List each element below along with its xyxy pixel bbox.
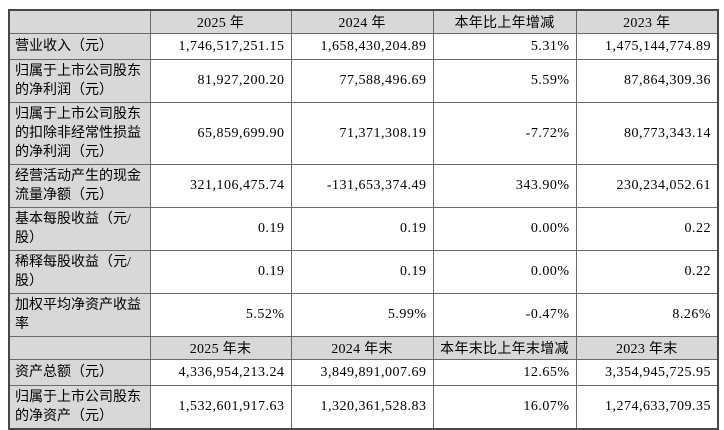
header-cell-yoy-change: 本年比上年增减: [432, 9, 577, 34]
cell-value-change: -0.47%: [432, 293, 577, 337]
table-row-diluted-eps: 稀释每股收益（元/股） 0.19 0.19 0.00% 0.22: [8, 250, 719, 294]
row-label: 资产总额（元）: [8, 359, 151, 386]
header-cell-2023-end: 2023 年末: [575, 336, 719, 360]
cell-value-2024: 77,588,496.69: [290, 59, 434, 103]
table-row-net-profit: 归属于上市公司股东的净利润（元） 81,927,200.20 77,588,49…: [8, 59, 719, 103]
cell-value-2025: 0.19: [149, 207, 292, 251]
cell-value-2023: 3,354,945,725.95: [575, 359, 719, 386]
table-row-net-assets: 归属于上市公司股东的净资产（元） 1,532,601,917.63 1,320,…: [8, 385, 719, 430]
cell-value-2025: 4,336,954,213.24: [149, 359, 292, 386]
header-cell-2024: 2024 年: [290, 9, 434, 34]
table-row-operating-revenue: 营业收入（元） 1,746,517,251.15 1,658,430,204.8…: [8, 33, 719, 60]
table-row-net-profit-excl-nonrecurring: 归属于上市公司股东的扣除非经常性损益的净利润（元） 65,859,699.90 …: [8, 102, 719, 165]
row-label: 营业收入（元）: [8, 33, 151, 60]
header-cell-2024-end: 2024 年末: [290, 336, 434, 360]
cell-value-2024: 0.19: [290, 250, 434, 294]
row-label: 归属于上市公司股东的净资产（元）: [8, 385, 151, 430]
cell-value-2023: 8.26%: [575, 293, 719, 337]
table-header-row-annual: 2025 年 2024 年 本年比上年增减 2023 年: [8, 9, 719, 34]
cell-value-2025: 5.52%: [149, 293, 292, 337]
header-cell-2023: 2023 年: [575, 9, 719, 34]
row-label: 稀释每股收益（元/股）: [8, 250, 151, 294]
cell-value-2023: 1,475,144,774.89: [575, 33, 719, 60]
financial-summary-table: 2025 年 2024 年 本年比上年增减 2023 年 营业收入（元） 1,7…: [8, 9, 719, 430]
header-cell-empty: [8, 336, 151, 360]
header-cell-yoy-end-change: 本年末比上年末增减: [432, 336, 577, 360]
cell-value-2024: 71,371,308.19: [290, 102, 434, 165]
table-row-weighted-avg-roe: 加权平均净资产收益率 5.52% 5.99% -0.47% 8.26%: [8, 293, 719, 337]
cell-value-2023: 0.22: [575, 207, 719, 251]
cell-value-2023: 230,234,052.61: [575, 164, 719, 208]
cell-value-2024: 5.99%: [290, 293, 434, 337]
cell-value-change: -7.72%: [432, 102, 577, 165]
cell-value-change: 343.90%: [432, 164, 577, 208]
row-label: 归属于上市公司股东的净利润（元）: [8, 59, 151, 103]
cell-value-2024: 1,658,430,204.89: [290, 33, 434, 60]
cell-value-2023: 1,274,633,709.35: [575, 385, 719, 430]
cell-value-2025: 65,859,699.90: [149, 102, 292, 165]
row-label: 基本每股收益（元/股）: [8, 207, 151, 251]
header-cell-2025: 2025 年: [149, 9, 292, 34]
table-header-row-period-end: 2025 年末 2024 年末 本年末比上年末增减 2023 年末: [8, 336, 719, 360]
table-row-operating-cash-flow: 经营活动产生的现金流量净额（元） 321,106,475.74 -131,653…: [8, 164, 719, 208]
header-cell-empty: [8, 9, 151, 34]
row-label: 加权平均净资产收益率: [8, 293, 151, 337]
cell-value-2023: 80,773,343.14: [575, 102, 719, 165]
cell-value-2025: 321,106,475.74: [149, 164, 292, 208]
cell-value-2024: -131,653,374.49: [290, 164, 434, 208]
row-label: 归属于上市公司股东的扣除非经常性损益的净利润（元）: [8, 102, 151, 165]
header-cell-2025-end: 2025 年末: [149, 336, 292, 360]
cell-value-change: 0.00%: [432, 207, 577, 251]
row-label: 经营活动产生的现金流量净额（元）: [8, 164, 151, 208]
cell-value-2025: 1,532,601,917.63: [149, 385, 292, 430]
cell-value-change: 0.00%: [432, 250, 577, 294]
cell-value-2025: 81,927,200.20: [149, 59, 292, 103]
cell-value-change: 12.65%: [432, 359, 577, 386]
cell-value-2024: 3,849,891,007.69: [290, 359, 434, 386]
table-row-basic-eps: 基本每股收益（元/股） 0.19 0.19 0.00% 0.22: [8, 207, 719, 251]
table-row-total-assets: 资产总额（元） 4,336,954,213.24 3,849,891,007.6…: [8, 359, 719, 386]
cell-value-change: 5.59%: [432, 59, 577, 103]
cell-value-2025: 1,746,517,251.15: [149, 33, 292, 60]
cell-value-2025: 0.19: [149, 250, 292, 294]
cell-value-change: 5.31%: [432, 33, 577, 60]
cell-value-2023: 87,864,309.36: [575, 59, 719, 103]
cell-value-2024: 0.19: [290, 207, 434, 251]
cell-value-change: 16.07%: [432, 385, 577, 430]
cell-value-2024: 1,320,361,528.83: [290, 385, 434, 430]
cell-value-2023: 0.22: [575, 250, 719, 294]
